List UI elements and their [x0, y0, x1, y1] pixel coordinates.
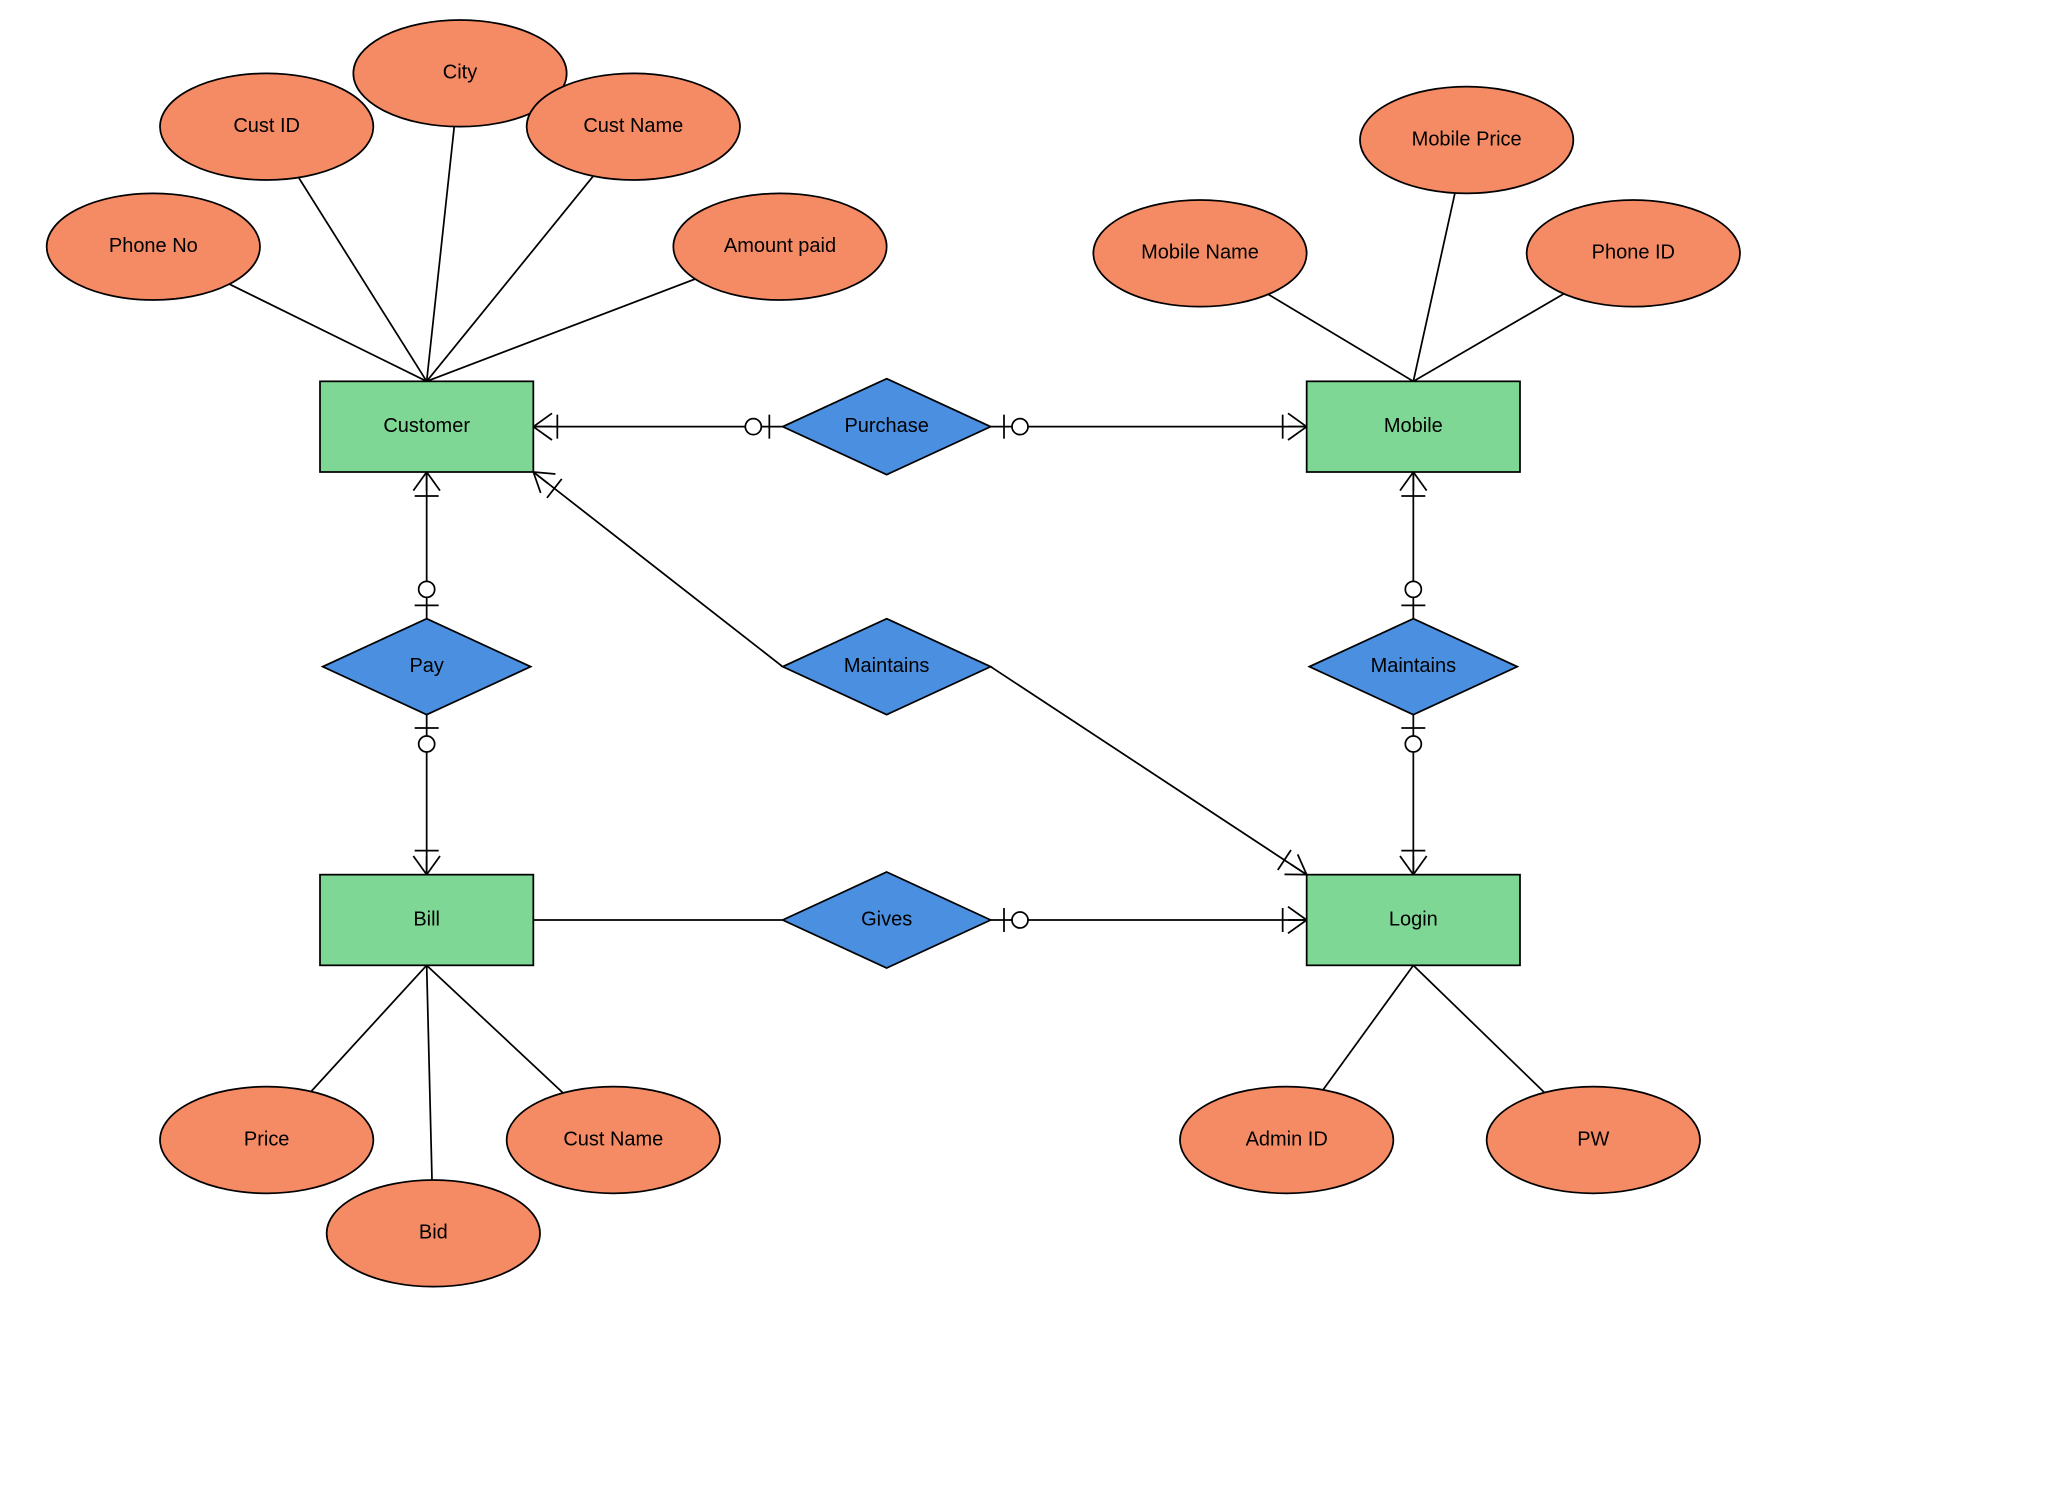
attribute-cust_name2: Cust Name: [507, 1087, 720, 1194]
entity-customer: Customer: [320, 381, 533, 472]
svg-text:Mobile Name: Mobile Name: [1141, 242, 1259, 264]
svg-text:Customer: Customer: [383, 415, 470, 437]
entity-mobile: Mobile: [1307, 381, 1520, 472]
attribute-bid: Bid: [327, 1180, 540, 1287]
svg-text:Login: Login: [1389, 908, 1438, 930]
svg-text:Cust Name: Cust Name: [563, 1128, 663, 1150]
svg-text:Maintains: Maintains: [844, 655, 930, 677]
attribute-price: Price: [160, 1087, 373, 1194]
svg-text:Amount paid: Amount paid: [724, 235, 836, 257]
attribute-phone_no: Phone No: [47, 193, 260, 300]
svg-text:Pay: Pay: [409, 655, 443, 677]
attribute-amount_paid: Amount paid: [673, 193, 886, 300]
attribute-mobile_name: Mobile Name: [1093, 200, 1306, 307]
svg-text:Mobile Price: Mobile Price: [1412, 128, 1522, 150]
attribute-phone_id: Phone ID: [1527, 200, 1740, 307]
attribute-admin_id: Admin ID: [1180, 1087, 1393, 1194]
svg-text:Mobile: Mobile: [1384, 415, 1443, 437]
svg-text:Gives: Gives: [861, 908, 912, 930]
svg-text:PW: PW: [1577, 1128, 1609, 1150]
relationship-maintains1: Maintains: [783, 619, 991, 715]
attribute-pw: PW: [1487, 1087, 1700, 1194]
svg-text:Admin ID: Admin ID: [1246, 1128, 1328, 1150]
svg-text:Cust Name: Cust Name: [583, 115, 683, 137]
attribute-cust_name: Cust Name: [527, 73, 740, 180]
relationship-maintains2: Maintains: [1309, 619, 1517, 715]
er-diagram: Phone No Cust ID City Cust Name Amount paid M…: [0, 0, 2048, 1509]
svg-text:Purchase: Purchase: [844, 415, 928, 437]
svg-text:Price: Price: [244, 1128, 290, 1150]
entity-login: Login: [1307, 875, 1520, 966]
relationship-gives: Gives: [783, 872, 991, 968]
svg-text:Bid: Bid: [419, 1222, 448, 1244]
relationship-purchase: Purchase: [783, 379, 991, 475]
shape-layer: Phone No Cust ID City Cust Name Amount paid M…: [47, 20, 1740, 1287]
svg-text:Maintains: Maintains: [1371, 655, 1457, 677]
attribute-mobile_price: Mobile Price: [1360, 87, 1573, 194]
svg-text:Bill: Bill: [413, 908, 440, 930]
relationship-pay: Pay: [323, 619, 531, 715]
svg-text:Phone ID: Phone ID: [1592, 242, 1675, 264]
attribute-cust_id: Cust ID: [160, 73, 373, 180]
svg-text:City: City: [443, 62, 477, 84]
entity-bill: Bill: [320, 875, 533, 966]
svg-text:Cust ID: Cust ID: [233, 115, 300, 137]
svg-text:Phone No: Phone No: [109, 235, 198, 257]
